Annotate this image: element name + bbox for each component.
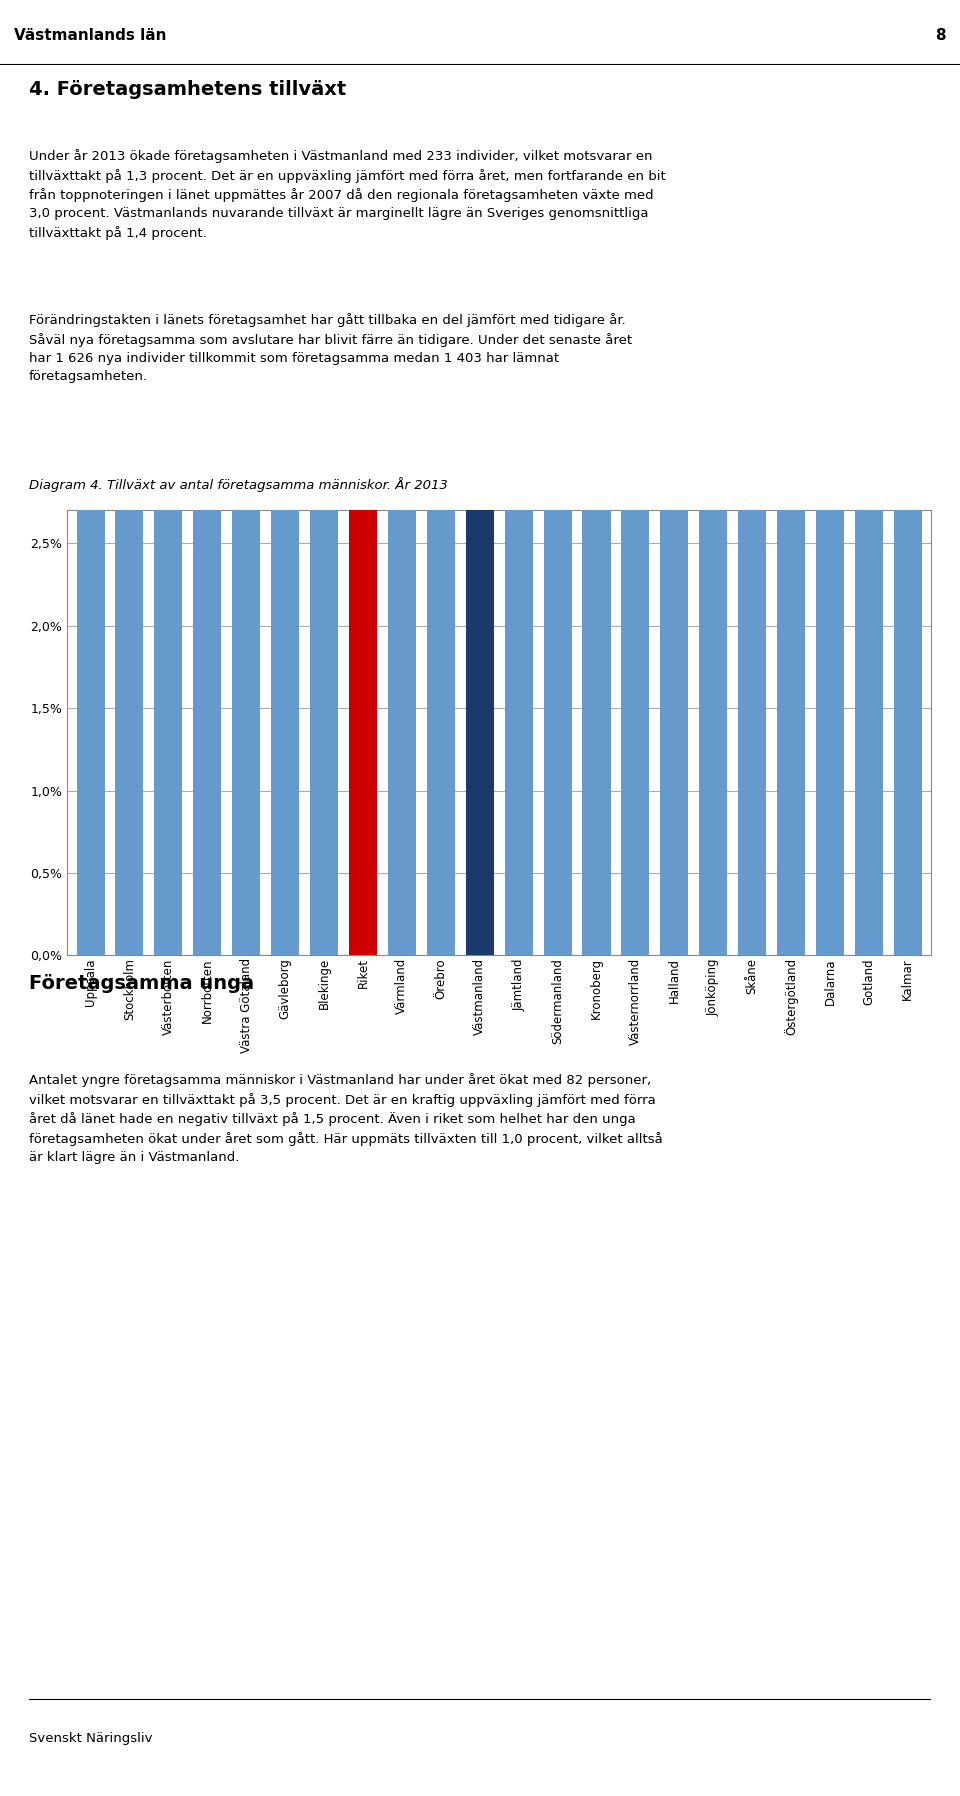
Bar: [621, 0, 649, 955]
Bar: [738, 0, 766, 955]
Text: Under år 2013 ökade företagsamheten i Västmanland med 233 individer, vilket mots: Under år 2013 ökade företagsamheten i Vä…: [29, 149, 665, 239]
Bar: [660, 0, 688, 955]
Text: Förändringstakten i länets företagsamhet har gått tillbaka en del jämfört med ti: Förändringstakten i länets företagsamhet…: [29, 313, 632, 383]
Bar: [699, 0, 728, 955]
Text: 8: 8: [935, 29, 946, 43]
Bar: [232, 0, 260, 955]
Bar: [583, 0, 611, 955]
Bar: [505, 0, 533, 955]
Text: Antalet yngre företagsamma människor i Västmanland har under året ökat med 82 pe: Antalet yngre företagsamma människor i V…: [29, 1074, 662, 1164]
Bar: [543, 0, 571, 955]
Text: Diagram 4. Tillväxt av antal företagsamma människor. År 2013: Diagram 4. Tillväxt av antal företagsamm…: [29, 478, 447, 492]
Bar: [466, 0, 493, 955]
Text: Svenskt Näringsliv: Svenskt Näringsliv: [29, 1731, 153, 1746]
Bar: [388, 0, 416, 955]
Text: 4. Företagsamhetens tillväxt: 4. Företagsamhetens tillväxt: [29, 81, 346, 99]
Bar: [427, 0, 455, 955]
Bar: [115, 0, 143, 955]
Bar: [155, 0, 182, 955]
Bar: [310, 0, 338, 955]
Bar: [816, 0, 844, 955]
Bar: [894, 0, 922, 955]
Bar: [349, 0, 377, 955]
Bar: [271, 0, 300, 955]
Bar: [193, 0, 222, 955]
Bar: [777, 0, 805, 955]
Text: Västmanlands län: Västmanlands län: [14, 29, 167, 43]
Bar: [77, 0, 105, 955]
Bar: [855, 0, 883, 955]
Text: Företagsamma unga: Företagsamma unga: [29, 973, 254, 993]
